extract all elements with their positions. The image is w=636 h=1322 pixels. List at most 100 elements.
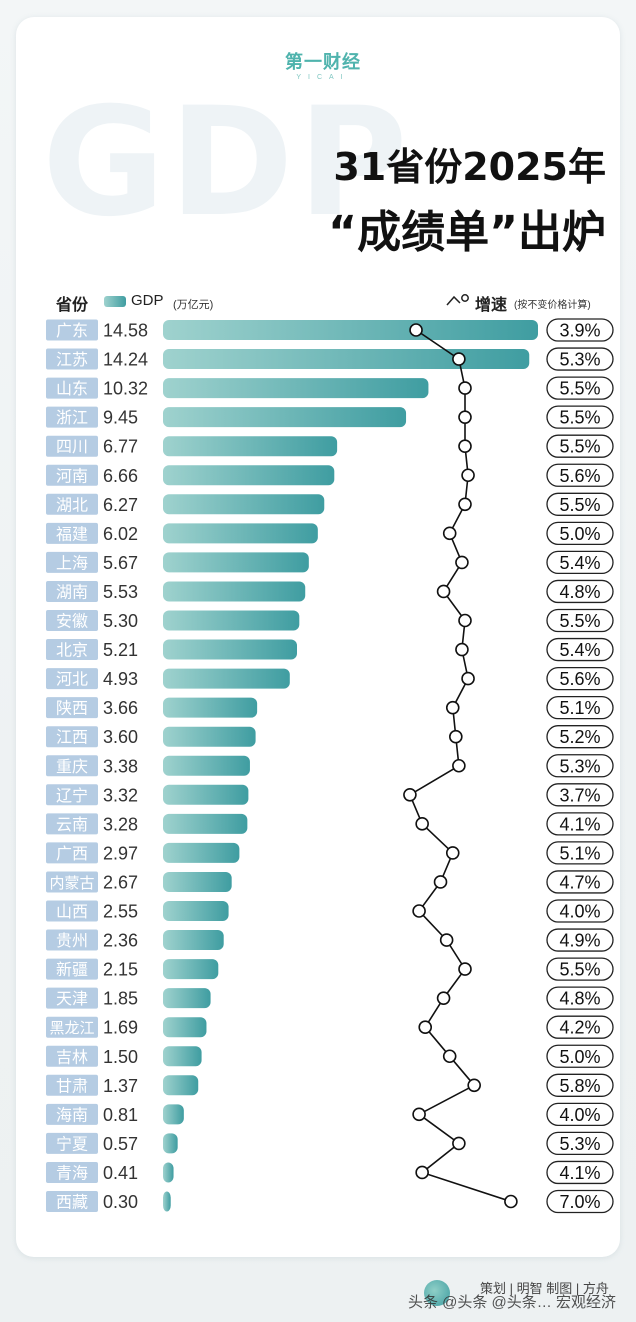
growth-value-label: 5.2% — [559, 727, 600, 747]
gdp-bar — [163, 813, 248, 834]
province-label-bg — [46, 348, 98, 370]
growth-point — [436, 584, 451, 599]
growth-value-label: 4.1% — [559, 1163, 600, 1183]
province-label-bg — [46, 755, 98, 777]
growth-value-pill — [546, 579, 614, 604]
growth-point — [452, 1136, 466, 1151]
province-label: 青海 — [56, 1163, 88, 1182]
growth-point — [442, 526, 457, 541]
growth-point — [458, 613, 472, 628]
gdp-value-label: 9.45 — [103, 408, 138, 428]
gdp-bar — [163, 407, 407, 428]
growth-value-pill — [546, 550, 614, 575]
province-label-bg — [46, 1045, 98, 1067]
growth-value-pill — [546, 928, 614, 952]
growth-value-pill — [546, 957, 614, 981]
gdp-bar — [163, 436, 338, 457]
gdp-bar — [163, 320, 538, 340]
gdp-value-label: 1.69 — [103, 1018, 138, 1038]
growth-value-pill — [546, 783, 614, 807]
growth-point — [445, 700, 460, 715]
growth-point — [504, 1194, 518, 1209]
gdp-value-label: 5.53 — [103, 582, 138, 602]
growth-point — [458, 497, 472, 512]
growth-line-series — [403, 323, 518, 1209]
growth-value-pill — [546, 1015, 614, 1039]
growth-point — [458, 410, 472, 424]
line-chart-icon — [446, 294, 469, 306]
growth-value-pill — [546, 870, 614, 894]
gdp-bar — [163, 378, 429, 399]
province-label-bg — [46, 639, 98, 661]
growth-value-label: 4.1% — [559, 814, 600, 834]
gdp-value-label: 4.93 — [103, 669, 138, 689]
province-label-bg — [46, 668, 98, 690]
growth-point — [415, 817, 429, 831]
gdp-bar — [163, 842, 240, 863]
gdp-bar — [163, 871, 232, 892]
growth-value-label: 4.7% — [559, 872, 600, 892]
province-label-bg — [46, 842, 98, 864]
province-label: 吉林 — [56, 1047, 88, 1066]
growth-point — [409, 323, 423, 337]
province-label: 江西 — [56, 728, 88, 747]
growth-value-label: 5.5% — [559, 611, 600, 631]
growth-value-pill — [546, 376, 614, 400]
growth-value-pill — [546, 492, 614, 516]
province-label-bg — [46, 958, 98, 980]
growth-point — [458, 962, 472, 976]
gdp-bar — [163, 523, 318, 544]
gdp-bar — [163, 988, 211, 1009]
growth-value-label: 5.3% — [559, 350, 600, 370]
growth-value-pill — [546, 1073, 614, 1097]
gdp-bar — [163, 465, 335, 486]
growth-value-pill — [546, 347, 614, 371]
gdp-value-label: 3.60 — [103, 727, 138, 747]
province-label: 山东 — [56, 379, 88, 398]
province-labels: 广东江苏山东浙江四川河南湖北福建上海湖南安徽北京河北陕西江西重庆辽宁云南广西内蒙… — [46, 319, 98, 1212]
gdp-value-label: 1.37 — [103, 1076, 138, 1096]
gdp-bars — [163, 320, 538, 1212]
province-label-bg — [46, 435, 98, 457]
logo-main-text: 第一财经 — [285, 52, 361, 73]
province-label-bg — [46, 987, 98, 1009]
growth-value-label: 5.5% — [559, 379, 600, 399]
province-label: 浙江 — [56, 408, 88, 427]
province-label: 北京 — [56, 641, 88, 660]
gdp-value-label: 6.02 — [103, 524, 138, 544]
growth-value-pill — [546, 754, 614, 778]
province-label: 辽宁 — [56, 786, 88, 805]
legend-growth-note: (按不变价格计算) — [514, 300, 591, 311]
growth-value-pill — [546, 1131, 614, 1156]
page-title-line-2: “成绩单”出炉 — [328, 207, 606, 258]
growth-value-label: 4.2% — [559, 1018, 600, 1038]
gdp-value-label: 5.30 — [103, 611, 138, 631]
gdp-bar — [163, 959, 219, 980]
province-label-bg — [46, 493, 98, 515]
province-label: 甘肃 — [56, 1076, 88, 1095]
gdp-bar — [163, 1075, 199, 1096]
growth-value-pill — [546, 318, 614, 342]
growth-value-label: 4.8% — [559, 989, 600, 1009]
growth-point — [461, 468, 475, 483]
province-label: 宁夏 — [56, 1134, 88, 1153]
gdp-value-label: 3.38 — [103, 756, 138, 776]
province-label: 河北 — [56, 670, 88, 689]
gdp-value-label: 0.81 — [103, 1105, 138, 1125]
growth-value-label: 5.1% — [559, 843, 600, 863]
province-label: 重庆 — [56, 757, 88, 776]
growth-value-label: 4.0% — [559, 902, 600, 922]
gdp-value-label: 5.21 — [103, 640, 138, 660]
growth-value-label: 3.7% — [559, 785, 600, 805]
gdp-value-label: 14.24 — [103, 350, 148, 370]
province-label: 四川 — [56, 437, 88, 456]
growth-value-label: 5.0% — [559, 1047, 600, 1067]
gdp-value-label: 2.55 — [103, 902, 138, 922]
gdp-value-label: 2.15 — [103, 960, 138, 980]
province-label-bg — [46, 610, 98, 631]
province-label: 内蒙古 — [49, 874, 94, 892]
gdp-bar — [163, 349, 530, 370]
growth-value-label: 7.0% — [559, 1192, 600, 1212]
province-label-bg — [46, 813, 98, 835]
gdp-bar — [163, 1017, 207, 1038]
